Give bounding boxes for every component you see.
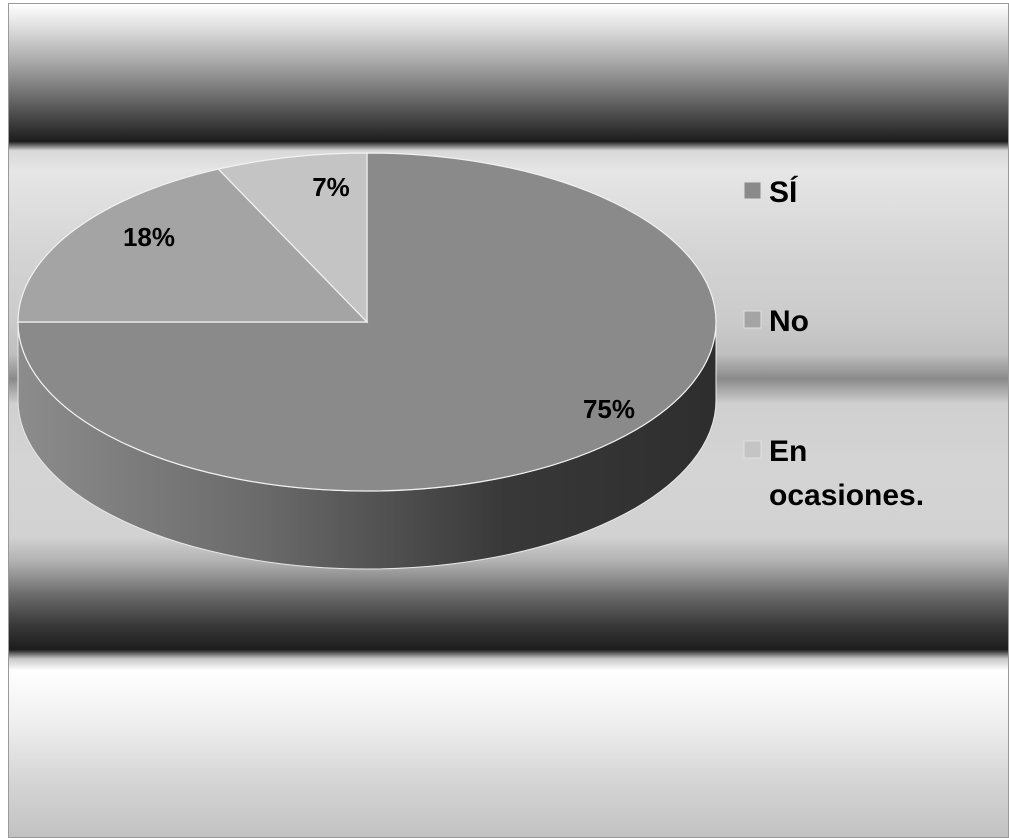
pie-slices xyxy=(17,152,717,492)
legend-label-1: SÍ xyxy=(769,175,798,209)
pie-slice-3 xyxy=(217,152,368,324)
data-labels: 75% 18% 7% xyxy=(123,172,635,424)
pie-slice-2 xyxy=(17,168,369,323)
legend-swatch-3 xyxy=(743,440,762,459)
legend-swatch-2 xyxy=(743,310,762,329)
pie-chart: 75% 18% 7% SÍ No En ocasiones. xyxy=(17,152,924,570)
legend: SÍ No En ocasiones. xyxy=(743,175,924,512)
data-label-2: 18% xyxy=(123,222,175,252)
data-label-1: 75% xyxy=(583,394,635,424)
pie-slice-1 xyxy=(17,152,717,492)
slide-frame: 75% 18% 7% SÍ No En ocasiones. xyxy=(8,3,1009,838)
legend-label-3: En ocasiones. xyxy=(769,435,924,512)
legend-label-2: No xyxy=(769,305,809,338)
legend-swatch-1 xyxy=(743,181,762,200)
data-label-3: 7% xyxy=(312,172,350,202)
